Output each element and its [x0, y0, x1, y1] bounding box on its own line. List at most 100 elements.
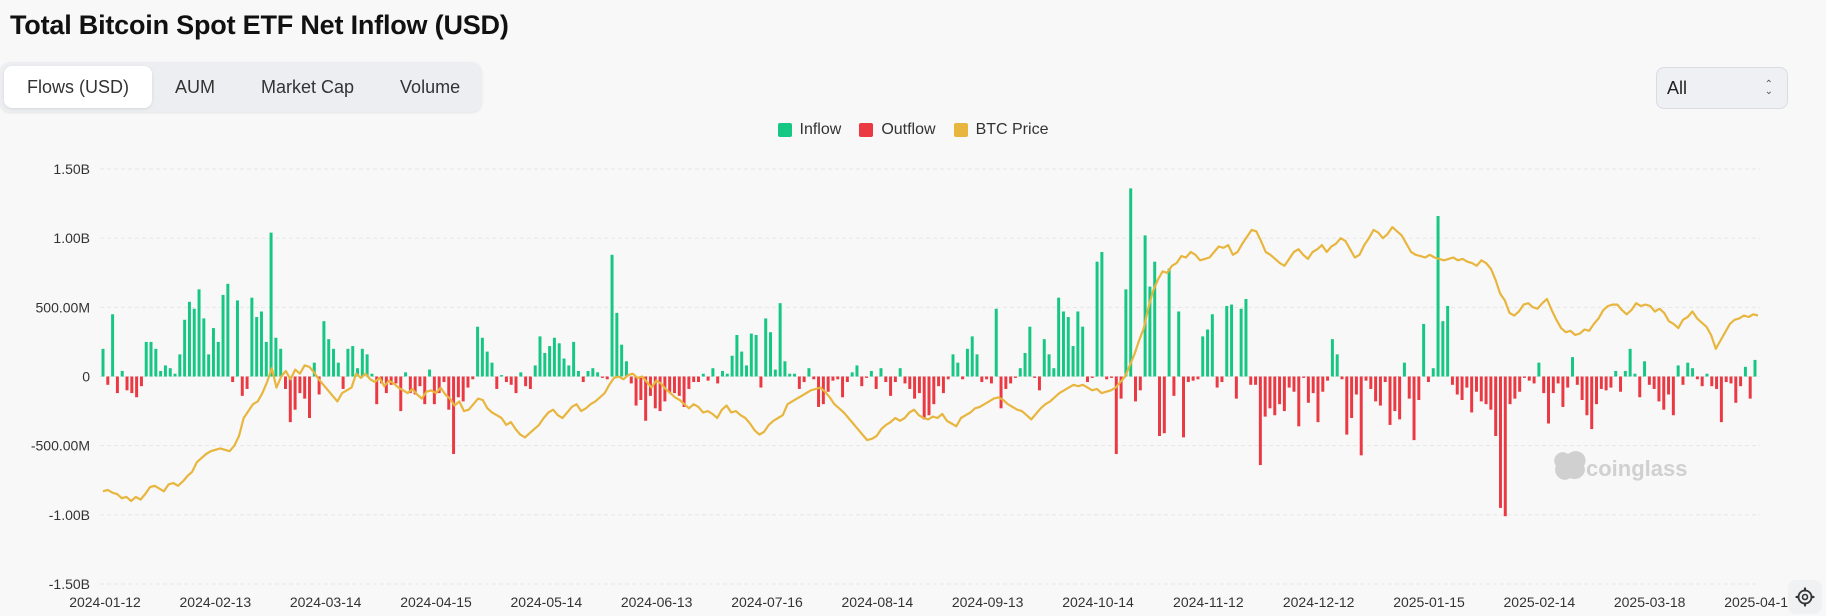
inflow-bar [552, 337, 556, 377]
outflow-bar [677, 376, 681, 396]
legend-item-inflow[interactable]: Inflow [777, 121, 842, 139]
outflow-bar [985, 376, 989, 380]
inflow-bar [312, 362, 316, 377]
inflow-bar [1100, 252, 1104, 377]
inflow-bar [404, 372, 408, 377]
legend-label-inflow: Inflow [799, 121, 842, 138]
inflow-bar [1018, 368, 1022, 377]
inflow-bar [970, 336, 974, 377]
outflow-bar [874, 376, 878, 389]
outflow-bar [1268, 376, 1272, 409]
inflow-bar [1201, 336, 1205, 377]
tab-market-cap[interactable]: Market Cap [261, 76, 355, 97]
outflow-bar [1547, 376, 1550, 424]
inflow-bar [1042, 339, 1046, 377]
outflow-bar [1734, 376, 1738, 403]
inflow-bar [778, 303, 782, 377]
outflow-bar [514, 376, 518, 394]
outflow-bar [1158, 376, 1161, 436]
outflow-bar [937, 376, 941, 387]
watermark: coinglass [1554, 451, 1687, 481]
inflow-bar [773, 369, 777, 377]
x-tick-label: 2024-06-13 [621, 594, 693, 610]
outflow-bar [913, 376, 917, 399]
inflow-bar [591, 368, 595, 377]
settings-button[interactable] [1788, 580, 1822, 614]
inflow-bar [168, 368, 172, 377]
legend-item-btc-price[interactable]: BTC Price [953, 121, 1048, 139]
inflow-bar [360, 348, 364, 377]
outflow-bar [1652, 376, 1656, 389]
outflow-bar [1700, 376, 1704, 387]
tab-volume[interactable]: Volume [400, 76, 461, 97]
chevron-updown-icon: ⌃ ⌄ [1764, 79, 1773, 97]
inflow-bar [1023, 352, 1027, 377]
outflow-bar [1388, 376, 1392, 425]
outflow-bar [139, 376, 143, 387]
inflow-bar [1081, 326, 1085, 377]
inflow-bar [149, 341, 153, 377]
inflow-bar [735, 335, 739, 377]
outflow-bar [1518, 376, 1522, 392]
inflow-bar [332, 348, 335, 377]
outflow-bar [399, 376, 403, 412]
inflow-bar [1210, 314, 1214, 377]
outflow-bar [759, 376, 763, 388]
outflow-bar [600, 376, 604, 378]
outflow-bar [1513, 376, 1517, 399]
inflow-bar [1335, 354, 1339, 377]
inflow-bar [807, 368, 811, 377]
inflow-bar [576, 370, 580, 377]
inflow-bar [1124, 289, 1128, 377]
outflow-bar [1667, 376, 1671, 395]
inflow-bar [1436, 216, 1440, 377]
tab-aum[interactable]: AUM [175, 76, 215, 97]
outflow-bar [1110, 376, 1113, 378]
outflow-bar [1407, 376, 1411, 399]
outflow-bar [1393, 376, 1397, 412]
outflow-bar [1287, 376, 1291, 388]
legend-item-outflow[interactable]: Outflow [859, 121, 936, 139]
outflow-bar [1186, 376, 1190, 383]
outflow-bar [812, 376, 816, 380]
y-tick-label: -1.00B [49, 507, 90, 523]
outflow-bar [1037, 376, 1041, 391]
inflow-bar [538, 336, 542, 377]
outflow-bar [1681, 376, 1685, 385]
outflow-bar [927, 376, 931, 416]
outflow-bar [668, 376, 672, 394]
x-tick-label: 2024-04-15 [400, 594, 472, 610]
outflow-bar [1220, 376, 1224, 383]
outflow-bar [1710, 376, 1714, 387]
outflow-bar [865, 376, 869, 378]
range-select[interactable]: All ⌃ ⌄ [1656, 67, 1788, 109]
outflow-bar [394, 376, 398, 384]
inflow-bar [793, 373, 797, 377]
outflow-bar [1638, 376, 1642, 398]
outflow-bar [418, 376, 422, 387]
outflow-bar [284, 376, 287, 389]
inflow-bar [533, 365, 537, 377]
inflow-bar [159, 370, 163, 377]
inflow-bar [346, 348, 350, 377]
inflow-bar [1330, 339, 1334, 377]
outflow-bar [442, 376, 446, 383]
inflow-bar [476, 326, 480, 377]
inflow-bar [187, 301, 191, 377]
outflow-bar [1489, 376, 1493, 410]
outflow-bar [1484, 376, 1488, 405]
inflow-bar [745, 365, 748, 377]
inflow-bar [1061, 311, 1065, 377]
inflow-bar [855, 365, 859, 377]
outflow-bar [1739, 376, 1743, 387]
outflow-bar [1527, 376, 1531, 381]
page-title: Total Bitcoin Spot ETF Net Inflow (USD) [10, 10, 509, 40]
tab-flows[interactable]: Flows (USD) [4, 66, 152, 108]
outflow-bar [1263, 376, 1267, 417]
inflow-bar [1177, 311, 1181, 377]
outflow-bar [308, 376, 311, 418]
outflow-bar [999, 376, 1003, 409]
inflow-bar [754, 335, 758, 377]
inflow-bar [120, 370, 124, 377]
flow-chart[interactable]: 1.50B 1.00B 500.00M 0 -500.00M -1.00B -1.50B 20… [0, 140, 1826, 616]
